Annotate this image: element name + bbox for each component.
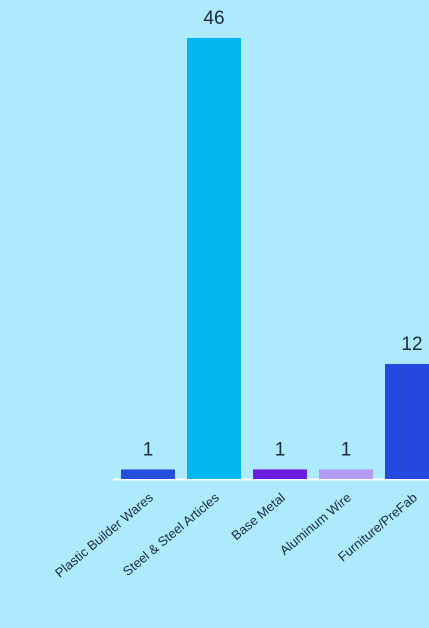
bar-furniture-prefab <box>385 363 429 479</box>
value-label-steel-steel-articles: 46 <box>203 8 224 29</box>
bar-base-metal <box>253 469 307 479</box>
bar-plastic-builder-wares <box>121 469 175 479</box>
value-label-base-metal: 1 <box>275 439 286 460</box>
bars-group <box>121 38 429 479</box>
bar-steel-steel-articles <box>187 38 241 479</box>
value-labels-group: 1 46 1 1 12 <box>143 8 423 460</box>
x-tick-label-base-metal: Base Metal <box>228 490 288 543</box>
bar-aluminum-wire <box>319 469 373 479</box>
value-label-plastic-builder-wares: 1 <box>143 439 154 460</box>
value-label-aluminum-wire: 1 <box>341 439 352 460</box>
value-label-furniture-prefab: 12 <box>401 334 422 355</box>
